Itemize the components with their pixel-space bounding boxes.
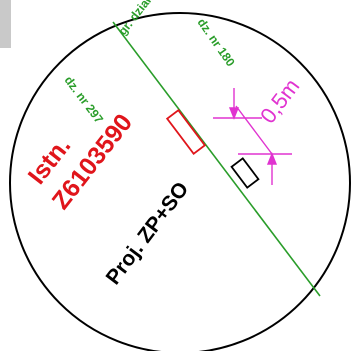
parcel-right-label: dz. nr 180: [195, 16, 238, 70]
parcel-left-label: dz. nr 297: [62, 73, 107, 126]
existing-element-rect: [165, 108, 207, 156]
detail-circle: [9, 12, 351, 351]
projected-label: Proj. ZP+SO: [102, 178, 194, 289]
scan-fragment: [0, 0, 11, 48]
parcel-boundary-line: [112, 21, 321, 297]
distance-label: 0,5m: [255, 74, 304, 128]
boundary-label: gr. działki: [115, 0, 160, 38]
projected-element-rect: [230, 157, 260, 189]
dimension-marker: [213, 88, 292, 185]
